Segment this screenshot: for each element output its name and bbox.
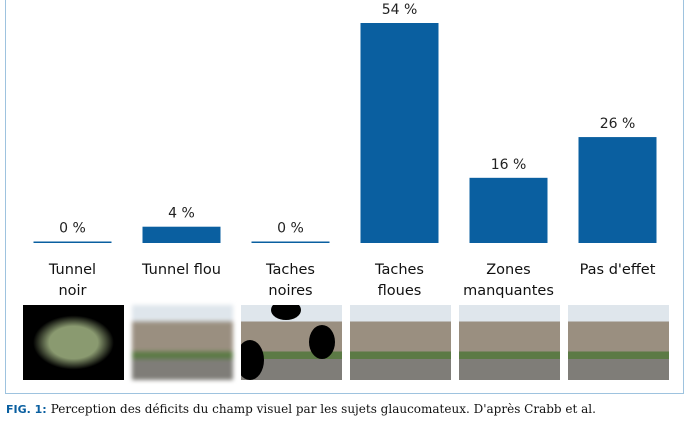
bar	[578, 137, 657, 243]
value-label: 54 %	[382, 2, 418, 18]
value-label: 0 %	[59, 221, 86, 237]
bar	[360, 23, 439, 243]
thumbnail	[349, 305, 451, 380]
chart: 0 % 4 % 0 % 54 % 16 % 26 %	[33, 2, 657, 243]
bar	[33, 241, 112, 243]
value-label: 16 %	[491, 157, 527, 173]
caption-text: Perception des déficits du champ visuel …	[50, 402, 596, 416]
bar	[469, 177, 548, 243]
thumbnail	[22, 305, 124, 380]
caption: FIG. 1: Perception des déficits du champ …	[6, 402, 682, 416]
thumbnail	[240, 305, 342, 380]
thumbnail	[131, 305, 233, 380]
dark-spot	[240, 340, 264, 380]
thumbnail	[567, 305, 669, 380]
dark-spot	[308, 325, 335, 359]
x-tick-label: Pas d'effet	[579, 262, 656, 278]
x-tick-label: Taches floues	[375, 262, 424, 299]
x-tick-label: Zones manquantes	[463, 262, 554, 299]
x-tick-label: Taches noires	[266, 262, 315, 299]
caption-label: FIG. 1:	[6, 403, 47, 416]
figure-frame	[5, 0, 684, 394]
value-label: 0 %	[277, 221, 304, 237]
value-label: 26 %	[600, 116, 636, 132]
thumbnail	[458, 305, 560, 380]
dark-spot	[270, 305, 301, 320]
bar	[251, 241, 330, 243]
x-tick-label: Tunnel noir	[48, 262, 97, 299]
bar	[142, 226, 221, 243]
x-tick-label: Tunnel flou	[142, 262, 221, 278]
value-label: 4 %	[168, 206, 195, 222]
